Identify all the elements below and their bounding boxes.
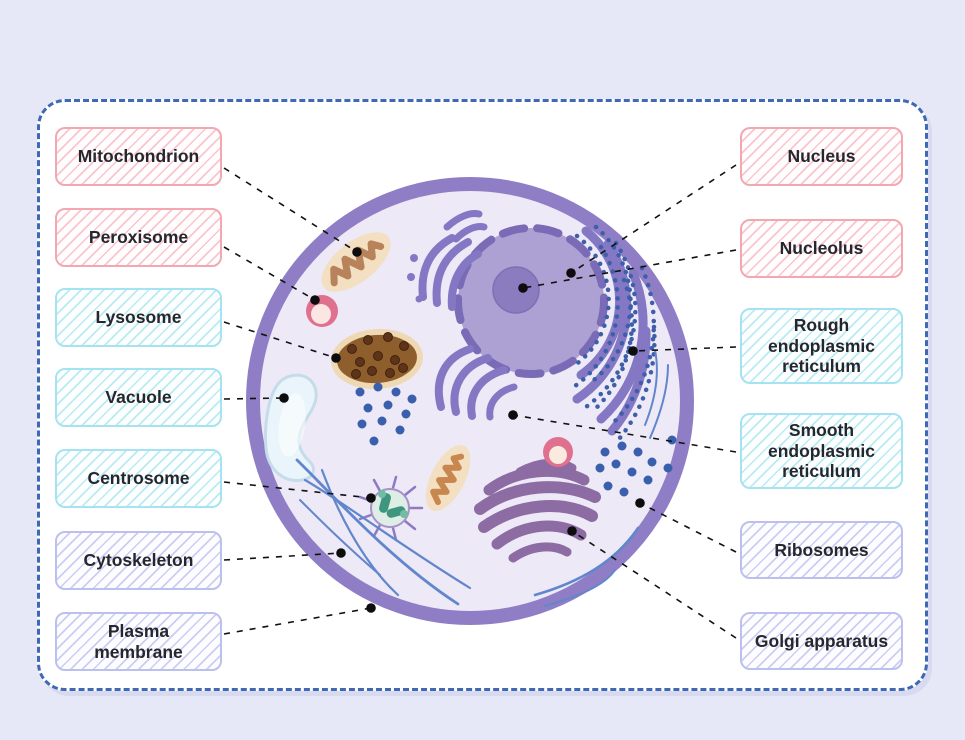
- leader-anchor-dots: [279, 247, 645, 613]
- label-rough-er: Rough endoplasmic reticulum: [740, 308, 903, 384]
- nucleus-graphic: [454, 224, 608, 378]
- label-nucleolus: Nucleolus: [740, 219, 903, 278]
- vesicle-graphic: [543, 437, 573, 467]
- vacuole-graphic: [264, 373, 318, 482]
- label-lysosome: Lysosome: [55, 288, 222, 347]
- smooth-er-graphic: [434, 345, 518, 421]
- nucleolus-graphic: [492, 266, 540, 314]
- ribosomes-graphic: [355, 382, 677, 497]
- label-plasma-membrane: Plasma membrane: [55, 612, 222, 671]
- label-nucleus: Nucleus: [740, 127, 903, 186]
- mitochondrion-graphic: [321, 232, 391, 292]
- label-mitochondrion: Mitochondrion: [55, 127, 222, 186]
- label-smooth-er: Smooth endoplasmic reticulum: [740, 413, 903, 489]
- label-golgi-apparatus: Golgi apparatus: [740, 612, 903, 670]
- label-ribosomes: Ribosomes: [740, 521, 903, 579]
- cytoskeleton-graphic: [295, 349, 669, 607]
- er-graphic: [407, 210, 488, 311]
- label-vacuole: Vacuole: [55, 368, 222, 427]
- centriole-graphic: [378, 490, 408, 518]
- label-peroxisome: Peroxisome: [55, 208, 222, 267]
- label-centrosome: Centrosome: [55, 449, 222, 508]
- mitochondrion-graphic: [425, 445, 471, 511]
- label-cytoskeleton: Cytoskeleton: [55, 531, 222, 590]
- leader-lines: [223, 164, 737, 639]
